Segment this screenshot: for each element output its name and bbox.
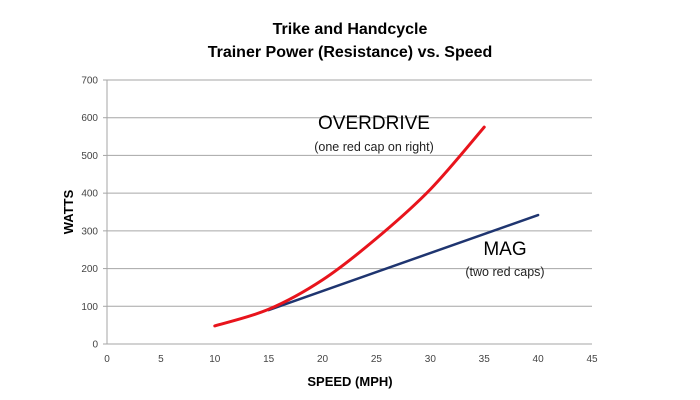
y-axis-label: WATTS — [61, 189, 76, 234]
x-tick-label: 40 — [533, 354, 545, 365]
overdrive-label: OVERDRIVE — [318, 113, 430, 134]
y-tick-label: 400 — [81, 189, 98, 200]
y-tick-label: 100 — [81, 302, 98, 313]
x-tick-label: 15 — [263, 354, 275, 365]
mag-note: (two red caps) — [465, 265, 544, 279]
x-tick-label: 25 — [371, 354, 383, 365]
chart-subtitle: Trainer Power (Resistance) vs. Speed — [207, 44, 493, 61]
mag-label: MAG — [483, 239, 526, 260]
x-tick-label: 35 — [479, 354, 491, 365]
series-line-overdrive — [213, 125, 486, 328]
x-axis-label: SPEED (MPH) — [307, 374, 392, 389]
y-tick-label: 0 — [92, 340, 98, 351]
y-tick-label: 600 — [81, 113, 98, 124]
y-tick-label: 700 — [81, 76, 98, 87]
x-tick-label: 30 — [425, 354, 437, 365]
x-tick-label: 0 — [104, 354, 110, 365]
chart-title: Trike and Handcycle — [272, 21, 428, 38]
overdrive-note: (one red cap on right) — [314, 140, 434, 154]
x-tick-label: 20 — [317, 354, 329, 365]
x-tick-label: 10 — [209, 354, 221, 365]
y-tick-label: 300 — [81, 226, 98, 237]
x-tick-label: 45 — [586, 354, 598, 365]
x-tick-label: 5 — [158, 354, 164, 365]
series-line-mag — [267, 213, 540, 312]
y-tick-label: 200 — [81, 264, 98, 275]
y-tick-label: 500 — [81, 151, 98, 162]
